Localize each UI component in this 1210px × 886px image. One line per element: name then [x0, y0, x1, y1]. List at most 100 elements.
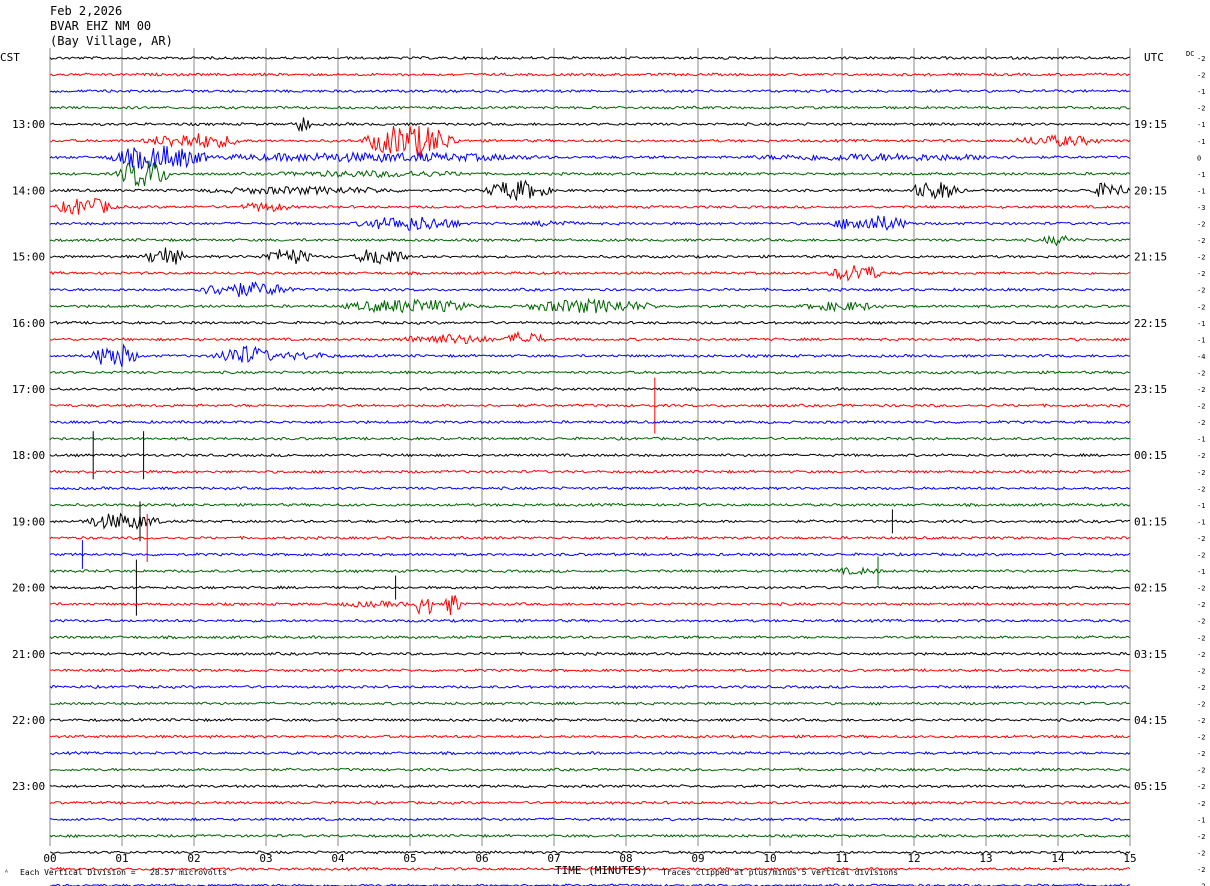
trace-36 [49, 651, 1131, 656]
utc-hour-label: 05:15 [1134, 780, 1167, 793]
dc-offset-label: -2 [1197, 72, 1205, 80]
dc-offset-label: -2 [1197, 386, 1205, 394]
trace-23 [49, 436, 1131, 441]
dc-offset-label: -2 [1197, 750, 1205, 758]
dc-offset-label: -2 [1197, 585, 1205, 593]
dc-offset-label: -4 [1197, 353, 1205, 361]
dc-offset-label: -2 [1197, 552, 1205, 560]
dc-offset-label: -1 [1197, 171, 1205, 179]
trace-9 [49, 197, 1131, 215]
trace-19 [49, 370, 1131, 375]
dc-offset-label: -1 [1197, 816, 1205, 824]
dc-offset-label: -3 [1197, 204, 1205, 212]
dc-offset-label: -2 [1197, 833, 1205, 841]
x-tick-label: 08 [619, 852, 632, 865]
trace-22 [49, 419, 1131, 425]
trace-6 [49, 145, 1131, 170]
dc-offset-label: -2 [1197, 237, 1205, 245]
date-label: Feb 2,2026 [50, 4, 123, 18]
dc-offset-label: -2 [1197, 883, 1205, 886]
trace-3 [49, 105, 1131, 110]
trace-26 [49, 486, 1131, 491]
x-axis-title: TIME (MINUTES) [555, 864, 648, 877]
dc-offset-label: -1 [1197, 336, 1205, 344]
dc-offset-label: -2 [1197, 535, 1205, 543]
dc-offset-label: -1 [1197, 88, 1205, 96]
trace-16 [49, 320, 1131, 326]
trace-37 [49, 668, 1131, 673]
trace-5 [49, 125, 1131, 158]
trace-48 [49, 850, 1131, 855]
seismic-traces [49, 55, 1131, 886]
dc-offset-label: -1 [1197, 502, 1205, 510]
x-tick-label: 12 [907, 852, 920, 865]
utc-hour-label: 20:15 [1134, 184, 1167, 197]
trace-44 [49, 783, 1131, 789]
x-tick-label: 09 [691, 852, 704, 865]
trace-14 [49, 280, 1131, 298]
trace-34 [49, 618, 1131, 623]
cst-hour-label: 19:00 [12, 515, 45, 528]
trace-42 [49, 750, 1131, 756]
location-label: (Bay Village, AR) [50, 34, 173, 48]
dc-offset-label: -2 [1197, 634, 1205, 642]
trace-20 [49, 386, 1131, 392]
dc-offset-label: -2 [1197, 55, 1205, 63]
dc-offset-label: -2 [1197, 651, 1205, 659]
dc-label: DC [1186, 50, 1194, 58]
x-tick-label: 13 [979, 852, 992, 865]
trace-41 [49, 734, 1131, 739]
station-label: BVAR EHZ NM 00 [50, 19, 152, 33]
x-tick-label: 04 [331, 852, 345, 865]
x-tick-label: 03 [259, 852, 272, 865]
trace-10 [49, 215, 1131, 232]
cst-hour-label: 16:00 [12, 317, 45, 330]
utc-hour-label: 04:15 [1134, 714, 1167, 727]
trace-1 [49, 72, 1131, 77]
x-tick-label: 06 [475, 852, 488, 865]
dc-offset-label: -1 [1197, 436, 1205, 444]
clip-note: Traces clipped at plus/minus 5 vertical … [662, 868, 899, 877]
time-grid [49, 48, 1131, 846]
trace-15 [49, 297, 1131, 314]
trace-39 [49, 701, 1131, 706]
dc-offset-label: -2 [1197, 403, 1205, 411]
scale-note: Each Vertical Division = 28.57 microvolt… [20, 868, 228, 877]
trace-40 [49, 717, 1131, 723]
utc-hour-label: 21:15 [1134, 251, 1167, 264]
trace-0 [49, 55, 1131, 61]
trace-2 [49, 88, 1131, 94]
trace-28 [49, 512, 1131, 530]
dc-offset-label: -2 [1197, 452, 1205, 460]
dc-offset-label: -2 [1197, 667, 1205, 675]
utc-hour-label: 03:15 [1134, 648, 1167, 661]
right-timezone-label: UTC [1144, 51, 1164, 64]
cst-hour-label: 22:00 [12, 714, 45, 727]
trace-18 [49, 343, 1131, 368]
seismo-icon: ᴬ [4, 868, 9, 877]
dc-offset-label: -2 [1197, 734, 1205, 742]
utc-hour-label: 22:15 [1134, 317, 1167, 330]
trace-8 [49, 179, 1131, 201]
dc-offset-label: -2 [1197, 485, 1205, 493]
trace-49 [49, 866, 1131, 872]
dc-offset-label: -2 [1197, 221, 1205, 229]
dc-offset-label: -1 [1197, 568, 1205, 576]
trace-43 [49, 767, 1131, 772]
utc-hour-label: 01:15 [1134, 515, 1167, 528]
trace-24 [49, 452, 1131, 458]
dc-offset-label: -2 [1197, 601, 1205, 609]
dc-offset-label: -2 [1197, 270, 1205, 278]
trace-46 [49, 816, 1131, 822]
x-tick-label: 02 [187, 852, 200, 865]
dc-offset-label: -2 [1197, 469, 1205, 477]
x-tick-label: 11 [835, 852, 848, 865]
x-tick-label: 14 [1051, 852, 1065, 865]
dc-offset-label: 0 [1197, 154, 1201, 162]
cst-hour-label: 20:00 [12, 582, 45, 595]
cst-hour-label: 14:00 [12, 184, 45, 197]
dc-offset-label: -1 [1197, 518, 1205, 526]
trace-47 [49, 833, 1131, 839]
trace-13 [49, 265, 1131, 282]
cst-hour-label: 13:00 [12, 118, 45, 131]
